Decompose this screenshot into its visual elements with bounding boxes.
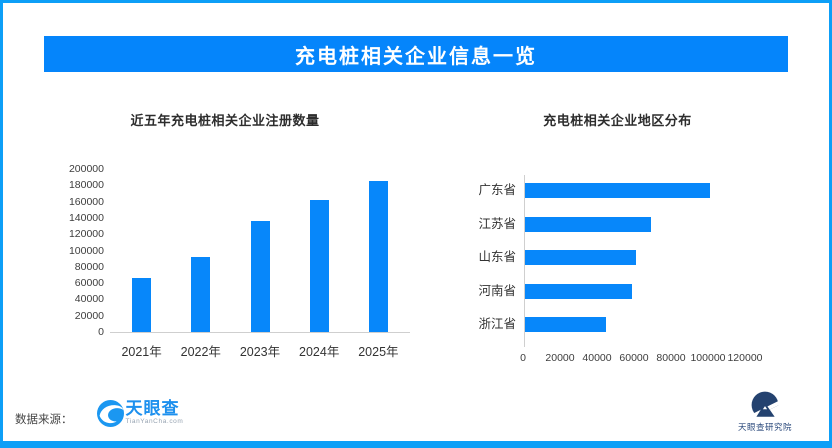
- bar-2022年: [191, 257, 211, 332]
- page-title-banner: 充电桩相关企业信息一览: [44, 36, 788, 72]
- frame-bottom-strip: [0, 441, 832, 448]
- bar-广东省: [525, 183, 710, 198]
- page-title: 充电桩相关企业信息一览: [295, 45, 537, 68]
- bar-2021年: [132, 278, 152, 332]
- research-institute-logo: 天眼查研究院: [725, 390, 805, 433]
- x-tick-label: 2023年: [239, 345, 281, 359]
- x-tick-label: 120000: [727, 352, 763, 364]
- x-tick-label: 2024年: [299, 345, 340, 359]
- y-tick-label: 200000: [68, 163, 104, 175]
- bar-山东省: [525, 250, 636, 265]
- y-tick-label: 180000: [68, 179, 104, 192]
- research-institute-label: 天眼查研究院: [737, 422, 792, 432]
- y-tick-label: 40000: [74, 293, 104, 306]
- data-source-label: 数据来源：: [15, 414, 73, 426]
- x-tick-label: 80000: [656, 352, 686, 364]
- x-tick-label: 2021年: [121, 345, 162, 359]
- tianyancha-eye-icon: [96, 400, 124, 427]
- bar-河南省: [525, 283, 633, 299]
- y-axis-line: [524, 175, 525, 347]
- frame-top-strip: [0, 0, 832, 3]
- y-tick-label: 100000: [68, 244, 104, 257]
- x-tick-label: 100000: [690, 352, 726, 364]
- x-tick-label: 60000: [619, 352, 649, 364]
- category-label-河南省: 河南省: [478, 283, 516, 298]
- bar-浙江省: [525, 317, 607, 332]
- x-axis-line: [110, 332, 410, 333]
- y-tick-label: 60000: [74, 277, 104, 290]
- x-tick-label: 40000: [582, 352, 612, 364]
- y-tick-label: 120000: [68, 228, 104, 241]
- frame-right-strip: [829, 0, 832, 448]
- x-tick-label: 2025年: [358, 345, 399, 359]
- x-tick-label: 20000: [545, 352, 575, 364]
- research-institute-icon: [751, 391, 779, 420]
- category-label-江苏省: 江苏省: [478, 216, 516, 231]
- category-label-广东省: 广东省: [478, 183, 516, 197]
- tianyancha-logo: 天眼查 TianYanCha.com: [96, 400, 184, 427]
- bar-2023年: [250, 221, 270, 332]
- bar-2024年: [309, 199, 329, 332]
- category-label-山东省: 山东省: [478, 250, 516, 264]
- x-tick-label: 2022年: [180, 345, 221, 359]
- y-tick-label: 0: [98, 326, 104, 338]
- y-tick-label: 80000: [74, 260, 104, 273]
- y-tick-label: 20000: [74, 309, 104, 322]
- bar-江苏省: [525, 216, 651, 232]
- category-label-浙江省: 浙江省: [478, 317, 516, 331]
- tianyancha-logo-text: 天眼查: [125, 399, 180, 418]
- x-tick-label: 0: [520, 352, 526, 364]
- bar-2025年: [368, 181, 388, 332]
- left-chart-title: 近五年充电桩相关企业注册数量: [130, 113, 320, 128]
- y-tick-label: 160000: [68, 195, 104, 208]
- frame-left-strip: [0, 0, 3, 448]
- footer-data-source: 数据来源： 天眼查 TianYanCha.com: [15, 400, 184, 436]
- y-tick-label: 140000: [68, 211, 104, 224]
- tianyancha-logo-domain: TianYanCha.com: [125, 418, 184, 425]
- right-chart-title: 充电桩相关企业地区分布: [543, 113, 692, 128]
